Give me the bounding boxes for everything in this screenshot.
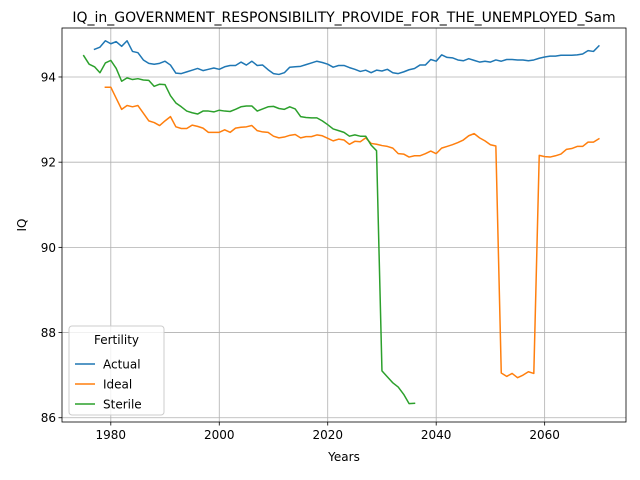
legend-box bbox=[68, 325, 165, 416]
x-tick-label: 2040 bbox=[421, 428, 452, 442]
legend: Fertility Actual Ideal Sterile bbox=[68, 325, 165, 416]
legend-label-actual: Actual bbox=[103, 358, 141, 372]
y-axis-label: IQ bbox=[15, 219, 29, 232]
legend-entries: Actual Ideal Sterile bbox=[75, 358, 142, 412]
y-tick-label: 90 bbox=[41, 241, 56, 255]
plot-frame bbox=[61, 27, 627, 423]
series-line-ideal bbox=[104, 86, 600, 379]
legend-label-ideal: Ideal bbox=[103, 378, 132, 392]
y-axis-ticks: 86 88 90 92 94 bbox=[41, 70, 62, 425]
series-lines bbox=[82, 40, 600, 405]
x-tick-label: 2020 bbox=[312, 428, 343, 442]
chart-title: IQ_in_GOVERNMENT_RESPONSIBILITY_PROVIDE_… bbox=[72, 10, 615, 26]
x-axis-label: Years bbox=[327, 450, 360, 464]
y-tick-label: 92 bbox=[41, 156, 56, 170]
y-tick-label: 94 bbox=[41, 70, 56, 84]
legend-label-sterile: Sterile bbox=[103, 398, 142, 412]
x-tick-label: 2000 bbox=[204, 428, 235, 442]
series-line-actual bbox=[93, 40, 600, 76]
grid-lines bbox=[62, 28, 626, 422]
y-tick-label: 86 bbox=[41, 411, 56, 425]
series-line-sterile bbox=[82, 54, 416, 405]
x-tick-label: 1980 bbox=[96, 428, 127, 442]
x-tick-label: 2060 bbox=[529, 428, 560, 442]
legend-title: Fertility bbox=[94, 333, 139, 347]
x-axis-ticks: 1980 2000 2020 2040 2060 bbox=[96, 422, 560, 442]
y-tick-label: 88 bbox=[41, 326, 56, 340]
